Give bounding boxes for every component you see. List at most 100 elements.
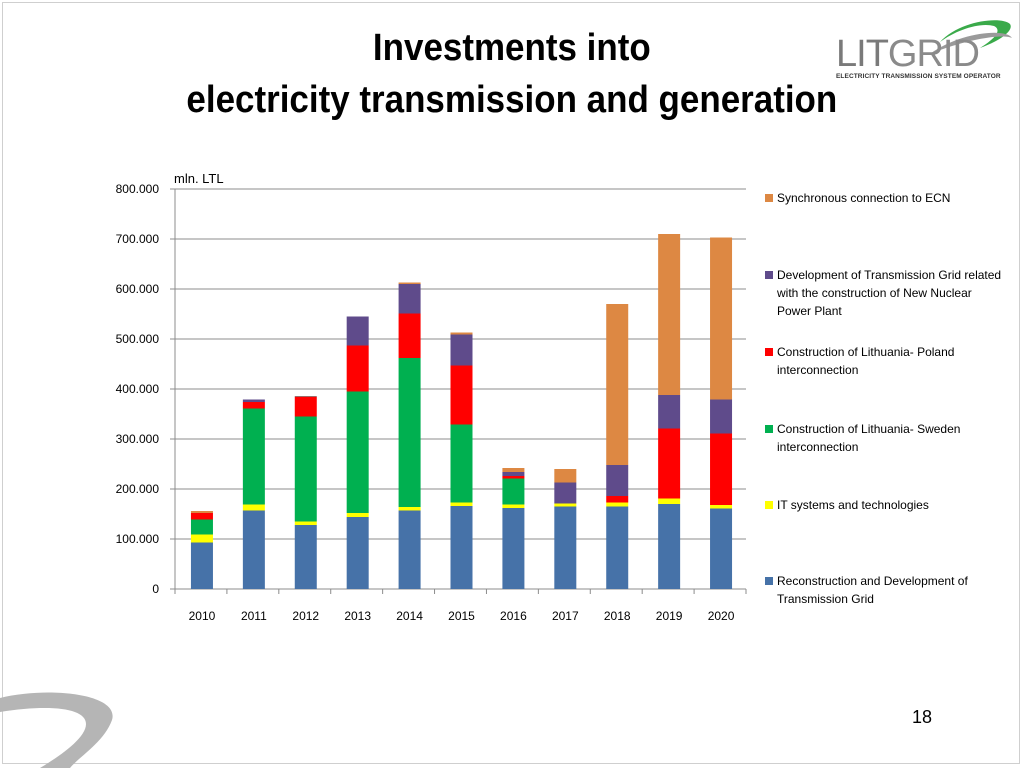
x-tick-label: 2010 (189, 609, 216, 623)
bar-segment (710, 505, 733, 509)
y-tick-label: 0 (152, 582, 159, 596)
y-tick-label: 700.000 (116, 232, 160, 246)
bar-segment (502, 476, 525, 479)
x-tick-label: 2012 (292, 609, 319, 623)
bar-segment (346, 513, 369, 517)
x-tick-label: 2017 (552, 609, 579, 623)
bar-segment (554, 506, 577, 589)
bar-segment (606, 304, 629, 465)
y-tick-label: 100.000 (116, 532, 160, 546)
bar-segment (658, 428, 681, 499)
legend-swatch (765, 348, 773, 356)
bar-segment (242, 504, 265, 511)
bar-segment (658, 504, 681, 589)
bar-segment (294, 525, 317, 589)
bar-segment (190, 534, 213, 543)
bar-segment (710, 508, 733, 589)
bar-segment (606, 502, 629, 507)
legend-swatch (765, 271, 773, 279)
bar-segment (502, 504, 525, 508)
bar-segment (346, 391, 369, 513)
bar-segment (242, 408, 265, 505)
title-line-1: Investments into (372, 27, 651, 69)
axis-layer: 0 100.000 200.000 300.000 400.000 500.000 600.… (116, 182, 747, 623)
legend-label: Reconstruction and Development of Transm… (777, 574, 968, 606)
page-number: 18 (912, 707, 933, 727)
bar-segment (190, 542, 213, 589)
bar-segment (710, 237, 733, 400)
x-tick-label: 2020 (708, 609, 735, 623)
legend-swatch (765, 425, 773, 433)
bar-segment (346, 517, 369, 589)
bar-segment (710, 433, 733, 505)
bar-segment (346, 316, 369, 346)
bar-segment (294, 396, 317, 397)
bar-segment (450, 506, 473, 589)
logo-grid: GRID (887, 33, 980, 75)
bar-segment (242, 399, 265, 402)
slide-title: Investments into electricity transmissio… (41, 22, 983, 126)
bar-segment (554, 503, 577, 507)
x-tick-label: 2013 (344, 609, 371, 623)
bar-segment (450, 502, 473, 506)
legend-label: IT systems and technologies (777, 498, 929, 512)
stacked-bar-chart: 0 100.000 200.000 300.000 400.000 500.000 600.… (116, 171, 747, 623)
bar-segment (190, 511, 213, 513)
y-tick-label: 600.000 (116, 282, 160, 296)
bar-segment (294, 416, 317, 522)
x-tick-label: 2019 (656, 609, 683, 623)
legend-swatch (765, 577, 773, 585)
y-tick-label: 400.000 (116, 382, 160, 396)
logo-lit: LIT (836, 33, 889, 75)
litgrid-logo-swoosh-icon (930, 20, 1012, 54)
bar-segment (450, 424, 473, 503)
x-tick-label: 2011 (241, 609, 267, 623)
y-axis-unit-label: mln. LTL (174, 171, 224, 186)
bar-segment (502, 508, 525, 589)
bar-segment (294, 396, 317, 397)
bar-segment (242, 402, 265, 409)
bar-segment (606, 506, 629, 589)
bar-segment (346, 345, 369, 392)
y-tick-label: 200.000 (116, 482, 160, 496)
y-tick-label: 800.000 (116, 182, 160, 196)
bar-segment (450, 332, 473, 335)
bar-segment (554, 482, 577, 504)
bar-segment (242, 510, 265, 589)
legend-swatch (765, 501, 773, 509)
bar-segment (450, 365, 473, 425)
bar-segment (398, 282, 421, 284)
legend-label: Development of Transmission Grid related… (777, 268, 1002, 318)
bar-segment (502, 468, 525, 472)
bar-segment (190, 519, 213, 535)
bar-segment (554, 469, 577, 483)
bar-segment (450, 334, 473, 366)
bar-segment (606, 496, 629, 503)
bar-segment (658, 234, 681, 395)
x-tick-label: 2018 (604, 609, 631, 623)
bar-segment (502, 472, 525, 476)
y-tick-label: 300.000 (116, 432, 160, 446)
bar-segment (502, 478, 525, 505)
legend-label: Synchronous connection to ECN (777, 191, 951, 205)
bar-segment (190, 513, 213, 520)
legend-label: Construction of Lithuania- Poland interc… (777, 345, 955, 377)
logo-subtitle: ELECTRICITY TRANSMISSION SYSTEM OPERATOR (836, 73, 1001, 80)
bar-segment (294, 397, 317, 417)
x-tick-label: 2014 (396, 609, 423, 623)
title-line-2: electricity transmission and generation (186, 79, 838, 121)
y-tick-label: 500.000 (116, 332, 160, 346)
legend-swatch (765, 194, 773, 202)
bar-segment (710, 399, 733, 434)
bar-segment (398, 507, 421, 511)
bar-segment (398, 284, 421, 314)
bar-segment (658, 395, 681, 429)
bar-segment (398, 358, 421, 507)
x-tick-label: 2016 (500, 609, 527, 623)
logo-wordmark: LITGRID (836, 33, 980, 75)
bar-segment (398, 313, 421, 358)
bar-segment (398, 510, 421, 589)
bar-segment (606, 465, 629, 496)
legend-label: Construction of Lithuania- Sweden interc… (777, 422, 961, 454)
